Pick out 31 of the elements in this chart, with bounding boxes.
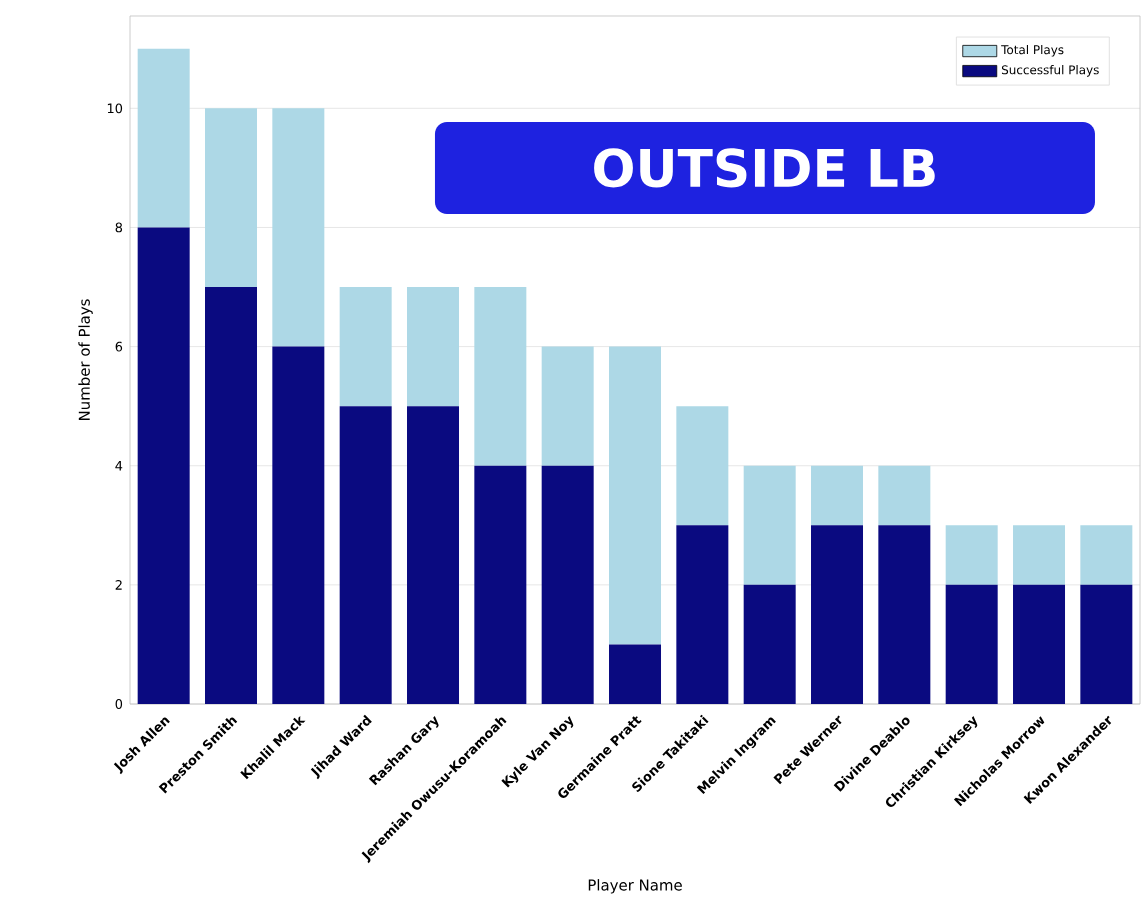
bar bbox=[878, 525, 931, 704]
bar bbox=[339, 406, 392, 704]
bar bbox=[1013, 584, 1066, 704]
bar bbox=[609, 644, 662, 704]
bar bbox=[1080, 584, 1133, 704]
bar bbox=[609, 346, 662, 645]
bar bbox=[811, 525, 864, 704]
bar bbox=[676, 525, 729, 704]
bar bbox=[676, 406, 729, 526]
bar bbox=[339, 287, 392, 407]
bar bbox=[205, 287, 257, 704]
bar bbox=[811, 465, 864, 526]
bar bbox=[272, 108, 325, 347]
bar bbox=[1080, 525, 1133, 585]
bar bbox=[474, 465, 527, 704]
bar bbox=[743, 584, 796, 704]
bar bbox=[272, 346, 325, 704]
bar bbox=[945, 584, 998, 704]
bar bbox=[945, 525, 998, 585]
bar bbox=[878, 465, 931, 526]
bar bbox=[541, 465, 594, 704]
bar bbox=[137, 227, 190, 704]
bar bbox=[743, 465, 796, 585]
bar bbox=[407, 287, 460, 407]
bar bbox=[407, 406, 460, 704]
bar bbox=[474, 287, 527, 466]
bar bbox=[1013, 525, 1066, 585]
bar bbox=[541, 346, 594, 466]
bar bbox=[137, 48, 190, 228]
bar bbox=[205, 108, 257, 288]
annotation: OUTSIDE LB bbox=[594, 148, 935, 188]
